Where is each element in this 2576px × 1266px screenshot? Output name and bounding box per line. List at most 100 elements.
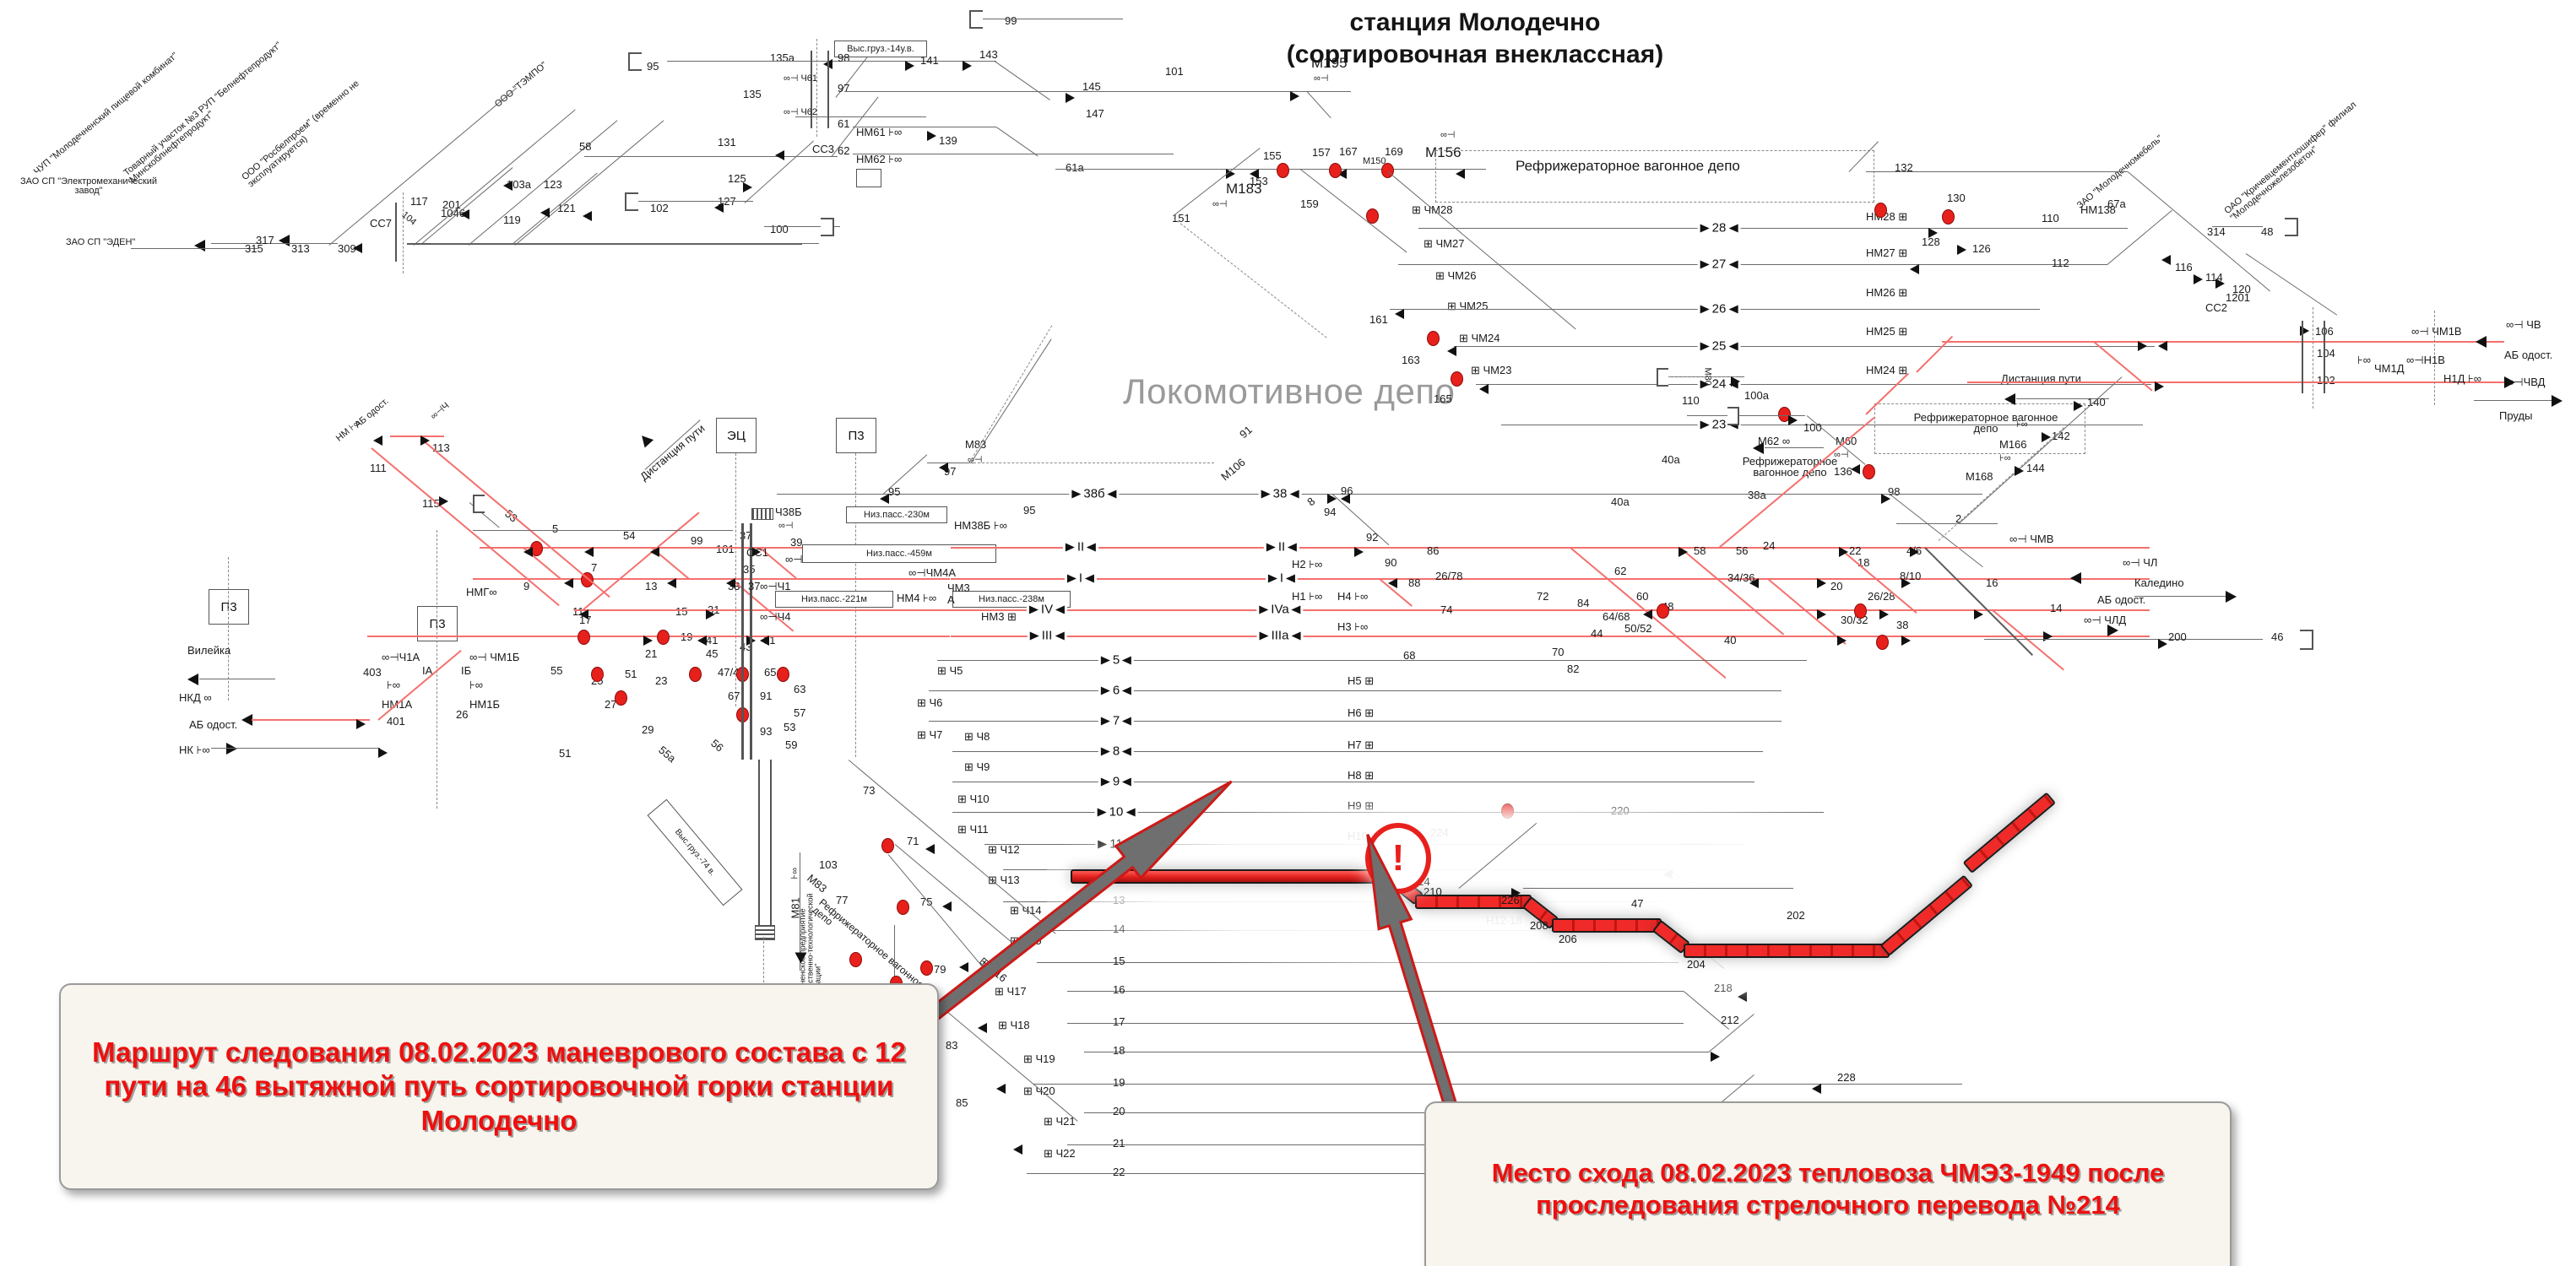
track-marker-25: 25 bbox=[1697, 338, 1741, 354]
track-red-II bbox=[951, 547, 2150, 549]
switch-num-96: 96 bbox=[1341, 484, 1353, 497]
signal-m150: М150 bbox=[1363, 156, 1386, 166]
switch-num-103: 103 bbox=[819, 858, 838, 871]
sig-ch11: ⊞ Ч11 bbox=[957, 823, 989, 836]
track-red-line bbox=[574, 609, 952, 611]
switch-num-86: 86 bbox=[1427, 544, 1440, 557]
ladder-line bbox=[970, 338, 1052, 464]
switch-arrow bbox=[1901, 636, 1911, 646]
track-line-38b bbox=[777, 494, 963, 495]
signal-n2: Н2 ⊦∞ bbox=[1292, 558, 1323, 571]
occupancy-dot bbox=[1427, 331, 1440, 346]
track-marker-20: 20 bbox=[1113, 1105, 1125, 1117]
sig-ch17: ⊞ Ч17 bbox=[995, 985, 1027, 998]
switch-arrow bbox=[1341, 494, 1350, 504]
region-refrigerator-depot-1 bbox=[1435, 150, 1874, 203]
switch-num-101b: 101 bbox=[716, 543, 735, 555]
switch-arrow bbox=[942, 901, 952, 912]
switch-arrow bbox=[978, 1023, 987, 1033]
switch-num-83: 83 bbox=[946, 1039, 958, 1052]
switch-num-46: 46 bbox=[2271, 630, 2284, 643]
callout-arrow-left bbox=[915, 761, 1248, 1035]
track-line bbox=[1055, 169, 1486, 170]
switch-num-40a: 40a bbox=[1662, 453, 1680, 466]
switch-num-61a: 61a bbox=[1066, 161, 1084, 174]
switch-arrow bbox=[2215, 279, 2225, 289]
signal-nm138: НМ138 bbox=[2080, 203, 2116, 216]
direction-line bbox=[2134, 596, 2227, 598]
switch-arrow bbox=[2161, 255, 2171, 265]
switch-num-56b: 56 bbox=[1736, 544, 1749, 557]
arrow-line bbox=[644, 419, 701, 471]
switch-arrow bbox=[751, 547, 761, 557]
platform-edge bbox=[2302, 321, 2303, 393]
track-marker-5: 5 bbox=[1098, 652, 1135, 668]
platform-label-3: Низ.пасс.-221м bbox=[775, 591, 893, 608]
switch-num-14: 14 bbox=[2050, 602, 2063, 614]
switch-num-71: 71 bbox=[907, 835, 919, 847]
box-p3-3: П3 bbox=[209, 589, 249, 625]
switch-arrow bbox=[1881, 494, 1890, 504]
yard-track-19 bbox=[1033, 1084, 1962, 1085]
signal-nm4: НМ4 ⊦∞ bbox=[897, 592, 937, 604]
track-line bbox=[1866, 171, 2128, 173]
page-title: станция Молодечно (сортировочная внеклас… bbox=[1213, 7, 1737, 71]
occupancy-dot bbox=[920, 960, 933, 976]
yard-track-16 bbox=[1067, 991, 1684, 993]
sig-glyph4: ⊦∞ bbox=[387, 679, 401, 691]
switch-num-165: 165 bbox=[1434, 392, 1452, 405]
label-cc1: СС1 bbox=[746, 546, 769, 559]
switch-num-94: 94 bbox=[1324, 506, 1337, 518]
switch-num-130: 130 bbox=[1947, 192, 1966, 204]
switch-arrow bbox=[1250, 169, 1259, 179]
relay-box bbox=[856, 169, 881, 187]
track-line bbox=[626, 201, 753, 203]
spur-line bbox=[211, 243, 338, 245]
track-red-far-4 bbox=[1967, 381, 2161, 383]
platform-label-1: Низ.пасс.-230м bbox=[846, 506, 947, 523]
switch-arrow bbox=[760, 636, 769, 646]
signal-nm-left: НМ ⊦∞ bbox=[334, 417, 363, 444]
label-a: A bbox=[947, 593, 955, 606]
signal-chmv: ∞⊣ ЧМВ bbox=[2009, 533, 2054, 545]
switch-num-67a: 67a bbox=[2107, 197, 2126, 210]
switch-num-24: 24 bbox=[1763, 539, 1776, 552]
yard-track-6 bbox=[929, 690, 1782, 692]
occupancy-dot bbox=[881, 838, 894, 853]
occupancy-dot bbox=[1942, 209, 1955, 225]
switch-num-99: 99 bbox=[1005, 14, 1017, 27]
track-marker-22: 22 bbox=[1113, 1166, 1125, 1178]
switch-num-116: 116 bbox=[2175, 261, 2193, 273]
arrow-head bbox=[2004, 393, 2015, 405]
switch-arrow bbox=[1354, 547, 1364, 557]
label-cc2: СС2 bbox=[2205, 301, 2228, 314]
switch-arrow bbox=[927, 131, 936, 141]
switch-num-68y: 68 bbox=[1403, 649, 1416, 662]
signal-nm38b: НМ38Б ⊦∞ bbox=[954, 519, 1007, 532]
switch-num-101: 101 bbox=[1165, 65, 1184, 78]
ladder-line bbox=[421, 167, 513, 245]
switch-num-90: 90 bbox=[1385, 556, 1397, 569]
switch-arrow bbox=[353, 243, 362, 253]
enterprise-label-3: ЗАО СП "Электромеханический завод" bbox=[19, 176, 158, 196]
switch-num-26-28: 26/28 bbox=[1868, 590, 1895, 603]
platform-edge bbox=[827, 51, 829, 128]
signal-nm24: НМ24 ⊞ bbox=[1866, 364, 1908, 376]
ladder-red bbox=[1679, 547, 1785, 636]
platform-hatch bbox=[751, 508, 773, 520]
ladder-line bbox=[1299, 169, 1407, 253]
track-marker-II: II bbox=[1062, 539, 1099, 555]
arrow-head bbox=[2107, 625, 2118, 636]
switch-num-136: 136 bbox=[1834, 465, 1852, 478]
arrow-head bbox=[2504, 376, 2515, 388]
track-red-far-2 bbox=[2150, 381, 2504, 383]
switch-num-123: 123 bbox=[544, 178, 562, 191]
switch-num-121: 121 bbox=[557, 202, 576, 214]
switch-num-26: 26 bbox=[456, 708, 469, 721]
switch-num-26-78: 26/78 bbox=[1435, 570, 1463, 582]
switch-num-67: 67 bbox=[728, 690, 740, 702]
switch-num-5: 5 bbox=[552, 522, 559, 535]
switch-num-228: 228 bbox=[1837, 1071, 1856, 1084]
track-marker-28: 28 bbox=[1697, 220, 1741, 235]
enterprise-label-5: ООО "ТЭМПО" bbox=[492, 60, 550, 110]
